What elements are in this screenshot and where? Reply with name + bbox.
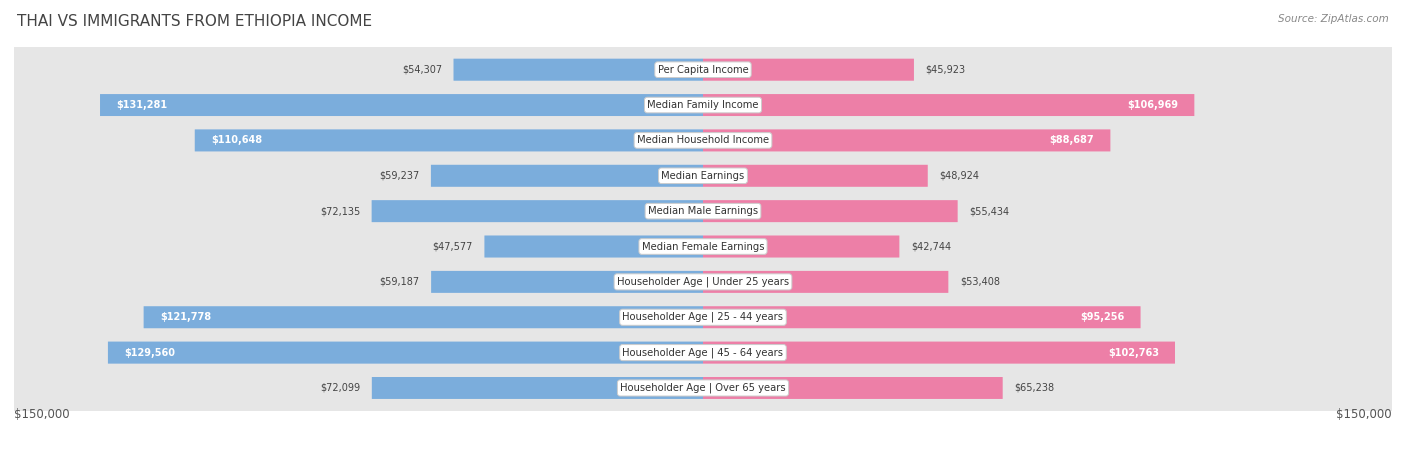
Text: $72,135: $72,135 xyxy=(321,206,360,216)
FancyBboxPatch shape xyxy=(100,94,703,116)
FancyBboxPatch shape xyxy=(8,0,1398,467)
Text: $102,763: $102,763 xyxy=(1108,347,1159,358)
FancyBboxPatch shape xyxy=(703,271,948,293)
Text: $131,281: $131,281 xyxy=(117,100,167,110)
Text: $45,923: $45,923 xyxy=(925,65,966,75)
FancyBboxPatch shape xyxy=(703,342,1175,364)
FancyBboxPatch shape xyxy=(703,342,1175,364)
FancyBboxPatch shape xyxy=(703,94,1194,116)
FancyBboxPatch shape xyxy=(703,235,900,257)
Text: $47,577: $47,577 xyxy=(433,241,472,252)
FancyBboxPatch shape xyxy=(8,0,1398,467)
Text: Source: ZipAtlas.com: Source: ZipAtlas.com xyxy=(1278,14,1389,24)
Text: Median Female Earnings: Median Female Earnings xyxy=(641,241,765,252)
Text: THAI VS IMMIGRANTS FROM ETHIOPIA INCOME: THAI VS IMMIGRANTS FROM ETHIOPIA INCOME xyxy=(17,14,373,29)
FancyBboxPatch shape xyxy=(8,0,1398,467)
Text: $42,744: $42,744 xyxy=(911,241,950,252)
Text: $72,099: $72,099 xyxy=(321,383,360,393)
FancyBboxPatch shape xyxy=(8,0,1398,467)
FancyBboxPatch shape xyxy=(371,377,703,399)
FancyBboxPatch shape xyxy=(703,200,957,222)
FancyBboxPatch shape xyxy=(371,200,703,222)
Text: $106,969: $106,969 xyxy=(1128,100,1178,110)
FancyBboxPatch shape xyxy=(703,377,1002,399)
FancyBboxPatch shape xyxy=(8,0,1398,467)
FancyBboxPatch shape xyxy=(195,129,703,151)
Text: Median Earnings: Median Earnings xyxy=(661,171,745,181)
FancyBboxPatch shape xyxy=(143,306,703,328)
Text: $54,307: $54,307 xyxy=(402,65,441,75)
FancyBboxPatch shape xyxy=(432,271,703,293)
FancyBboxPatch shape xyxy=(8,0,1398,467)
FancyBboxPatch shape xyxy=(485,235,703,257)
FancyBboxPatch shape xyxy=(703,235,900,257)
FancyBboxPatch shape xyxy=(454,59,703,81)
Text: $110,648: $110,648 xyxy=(211,135,262,145)
FancyBboxPatch shape xyxy=(703,94,1194,116)
FancyBboxPatch shape xyxy=(371,200,703,222)
FancyBboxPatch shape xyxy=(703,306,1140,328)
FancyBboxPatch shape xyxy=(703,306,1140,328)
Text: Householder Age | Over 65 years: Householder Age | Over 65 years xyxy=(620,383,786,393)
FancyBboxPatch shape xyxy=(430,165,703,187)
Text: $150,000: $150,000 xyxy=(1336,409,1392,422)
Text: $129,560: $129,560 xyxy=(124,347,174,358)
FancyBboxPatch shape xyxy=(485,235,703,257)
FancyBboxPatch shape xyxy=(454,59,703,81)
Text: $65,238: $65,238 xyxy=(1014,383,1054,393)
Text: Median Male Earnings: Median Male Earnings xyxy=(648,206,758,216)
FancyBboxPatch shape xyxy=(703,200,957,222)
Text: $59,187: $59,187 xyxy=(380,277,419,287)
Text: $88,687: $88,687 xyxy=(1050,135,1094,145)
FancyBboxPatch shape xyxy=(703,165,928,187)
Text: $150,000: $150,000 xyxy=(14,409,70,422)
Text: Householder Age | 45 - 64 years: Householder Age | 45 - 64 years xyxy=(623,347,783,358)
FancyBboxPatch shape xyxy=(703,377,1002,399)
FancyBboxPatch shape xyxy=(371,377,703,399)
Text: $48,924: $48,924 xyxy=(939,171,979,181)
Text: Householder Age | Under 25 years: Householder Age | Under 25 years xyxy=(617,276,789,287)
FancyBboxPatch shape xyxy=(8,0,1398,467)
FancyBboxPatch shape xyxy=(432,271,703,293)
FancyBboxPatch shape xyxy=(703,59,914,81)
FancyBboxPatch shape xyxy=(703,271,948,293)
FancyBboxPatch shape xyxy=(108,342,703,364)
Text: $95,256: $95,256 xyxy=(1080,312,1125,322)
FancyBboxPatch shape xyxy=(703,59,914,81)
FancyBboxPatch shape xyxy=(195,129,703,151)
FancyBboxPatch shape xyxy=(8,0,1398,467)
FancyBboxPatch shape xyxy=(8,0,1398,467)
Legend: Thai, Immigrants from Ethiopia: Thai, Immigrants from Ethiopia xyxy=(578,463,828,467)
FancyBboxPatch shape xyxy=(8,0,1398,467)
Text: $121,778: $121,778 xyxy=(160,312,211,322)
FancyBboxPatch shape xyxy=(100,94,703,116)
Text: Per Capita Income: Per Capita Income xyxy=(658,65,748,75)
Text: $59,237: $59,237 xyxy=(380,171,419,181)
Text: Median Household Income: Median Household Income xyxy=(637,135,769,145)
Text: $55,434: $55,434 xyxy=(969,206,1010,216)
Text: Median Family Income: Median Family Income xyxy=(647,100,759,110)
Text: Householder Age | 25 - 44 years: Householder Age | 25 - 44 years xyxy=(623,312,783,323)
FancyBboxPatch shape xyxy=(143,306,703,328)
FancyBboxPatch shape xyxy=(430,165,703,187)
FancyBboxPatch shape xyxy=(108,342,703,364)
FancyBboxPatch shape xyxy=(703,129,1111,151)
FancyBboxPatch shape xyxy=(703,129,1111,151)
Text: $53,408: $53,408 xyxy=(960,277,1000,287)
FancyBboxPatch shape xyxy=(703,165,928,187)
